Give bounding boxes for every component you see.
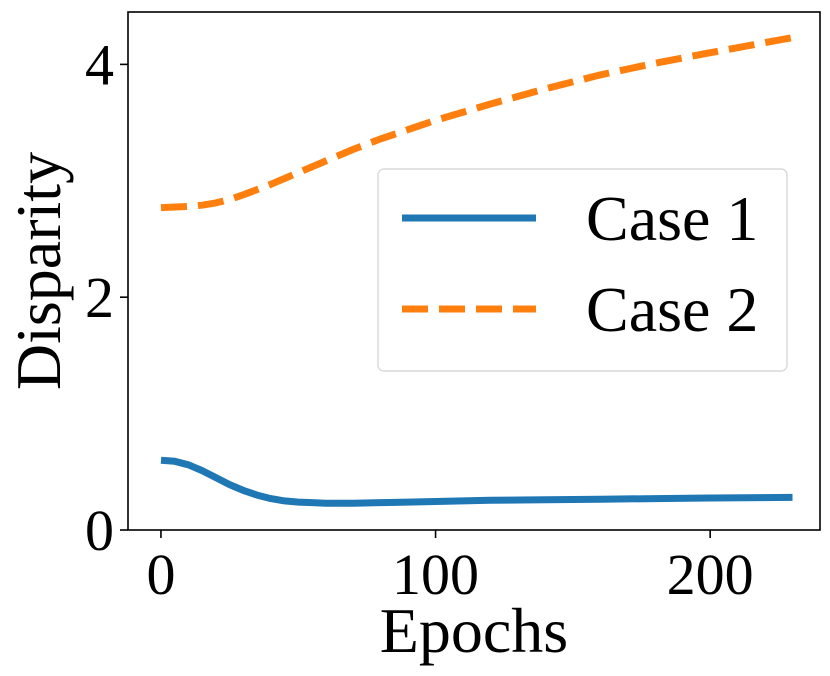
x-tick-label: 100 xyxy=(392,542,479,607)
legend-label-case-1: Case 1 xyxy=(586,183,758,254)
x-axis-label: Epochs xyxy=(380,595,568,666)
y-tick-label: 2 xyxy=(85,265,114,330)
y-axis-label: Disparity xyxy=(3,152,74,390)
series-lines xyxy=(160,34,794,507)
y-axis: 0 2 4 xyxy=(85,32,128,563)
y-tick-label: 4 xyxy=(85,32,114,97)
x-axis: 0 100 200 xyxy=(146,530,754,607)
plot-frame xyxy=(127,11,821,531)
y-tick-label: 0 xyxy=(85,498,114,563)
series-line-2 xyxy=(160,34,794,212)
legend: Case 1 Case 2 xyxy=(377,168,788,372)
x-tick-label: 200 xyxy=(667,542,754,607)
series-line-1 xyxy=(160,456,793,507)
legend-label-case-2: Case 2 xyxy=(586,274,758,345)
x-tick-label: 0 xyxy=(146,542,175,607)
